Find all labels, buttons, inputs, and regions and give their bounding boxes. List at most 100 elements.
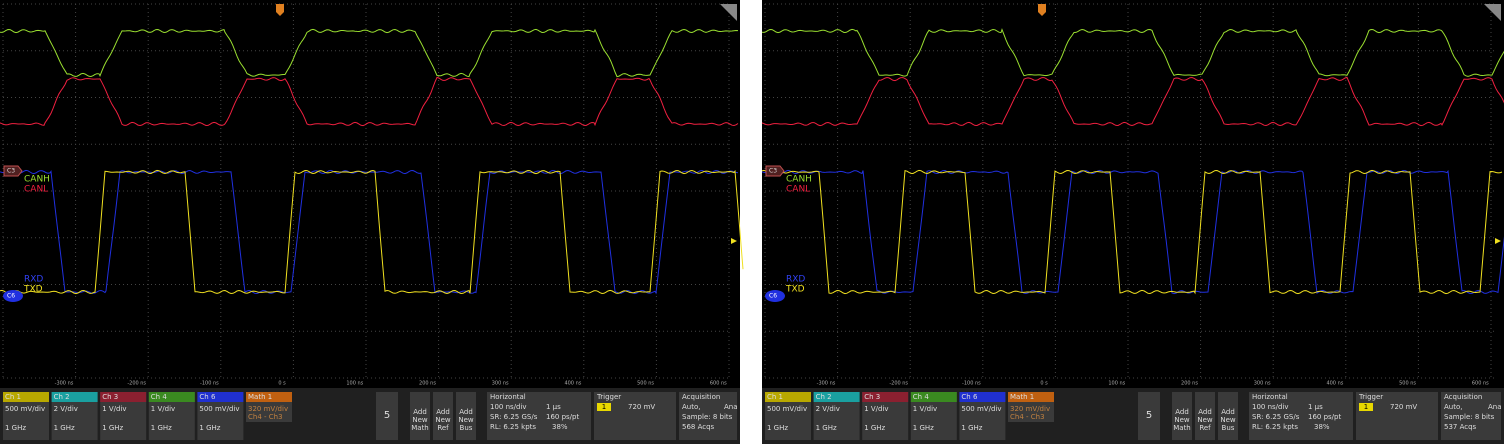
- add-button-label: New: [1174, 416, 1190, 424]
- trigger-source: 1: [602, 403, 606, 411]
- h-res: 160 ps/pt: [1308, 413, 1341, 421]
- trigger-box[interactable]: [1356, 392, 1438, 440]
- add-button-label: Add: [1175, 408, 1189, 416]
- channel-bandwidth: 1 GHz: [961, 424, 982, 432]
- x-axis-label: 500 ns: [637, 381, 654, 387]
- x-axis-label: 0 s: [1040, 381, 1048, 387]
- channel-header: [862, 392, 909, 402]
- channel-scale: 2 V/div: [816, 405, 840, 413]
- acquisition-box[interactable]: [1441, 392, 1501, 440]
- x-axis-label: -100 ns: [200, 381, 219, 387]
- channel-bandwidth: 1 GHz: [5, 424, 26, 432]
- x-axis-label: 600 ns: [1472, 381, 1489, 387]
- channel-bandwidth: 1 GHz: [54, 424, 75, 432]
- canl-trace: [761, 76, 1504, 127]
- canh-trace: [761, 28, 1504, 77]
- add-button-label: New: [412, 416, 428, 424]
- x-axis-label: 100 ns: [346, 381, 363, 387]
- horizontal-box[interactable]: [487, 392, 591, 440]
- acq-mode2: Ana: [724, 403, 738, 411]
- count-box[interactable]: [376, 392, 398, 440]
- trigger-level-arrow: [1495, 238, 1501, 244]
- acq-count: 537 Acqs: [1444, 423, 1477, 431]
- channel-header: [148, 392, 195, 402]
- trigger-source-badge: [597, 403, 611, 411]
- acq-title: Acquisition: [1444, 393, 1482, 401]
- math-header: [1008, 392, 1054, 402]
- math-expr: Ch4 - Ch3: [248, 413, 283, 421]
- channel-name: Ch 4: [151, 393, 168, 401]
- channel-name: Ch 1: [5, 393, 21, 401]
- channel-bandwidth: 1 GHz: [864, 424, 885, 432]
- x-axis-label: -300 ns: [817, 381, 836, 387]
- x-axis-label: 200 ns: [419, 381, 436, 387]
- corner-tab: [720, 4, 737, 21]
- add-button-label: Add: [1198, 408, 1212, 416]
- x-axis-label: 0 s: [278, 381, 286, 387]
- x-axis-label: -300 ns: [55, 381, 74, 387]
- add-button[interactable]: [456, 392, 476, 440]
- add-button-label: Add: [413, 408, 427, 416]
- trigger-box[interactable]: [594, 392, 676, 440]
- channel-header: [51, 392, 98, 402]
- horizontal-title: Horizontal: [1252, 393, 1288, 401]
- channel-name: Ch 3: [864, 393, 880, 401]
- x-axis-label: 100 ns: [1108, 381, 1125, 387]
- canh-label: CANH: [24, 175, 50, 185]
- math-scale: 320 mV/div: [1010, 405, 1050, 413]
- channel-name: Ch 2: [54, 393, 70, 401]
- trigger-source: 1: [1364, 403, 1368, 411]
- add-button-label: New: [435, 416, 451, 424]
- add-button[interactable]: [1172, 392, 1192, 440]
- channel-scale: 500 mV/div: [5, 405, 45, 413]
- rxd-label: RXD: [786, 275, 805, 285]
- horizontal-box[interactable]: [1249, 392, 1353, 440]
- add-button[interactable]: [1218, 392, 1238, 440]
- channel-scale: 500 mV/div: [199, 405, 239, 413]
- add-button-label: Bus: [1222, 424, 1235, 432]
- c6-marker: [3, 290, 23, 302]
- add-button[interactable]: [410, 392, 430, 440]
- x-axis-label: -200 ns: [127, 381, 146, 387]
- h-length: 1 µs: [1308, 403, 1323, 411]
- math-header: [246, 392, 292, 402]
- c3-marker: [3, 165, 23, 177]
- h-res: 160 ps/pt: [546, 413, 579, 421]
- canh-trace: [0, 28, 739, 78]
- channel-bandwidth: 1 GHz: [816, 424, 837, 432]
- trigger-title: Trigger: [1358, 393, 1383, 401]
- acquisition-box[interactable]: [679, 392, 737, 440]
- h-sr: SR: 6.25 GS/s: [490, 413, 538, 421]
- add-button-label: Ref: [437, 424, 449, 432]
- trigger-marker: [1038, 4, 1046, 16]
- channel-scale: 2 V/div: [54, 405, 78, 413]
- x-axis-label: 500 ns: [1399, 381, 1416, 387]
- h-scale: 100 ns/div: [490, 403, 527, 411]
- h-pos: 38%: [552, 423, 568, 431]
- canl-label: CANL: [786, 185, 810, 195]
- acq-sample: Sample: 8 bits: [682, 413, 733, 421]
- h-rl: RL: 6.25 kpts: [490, 423, 536, 431]
- channel-name: Ch 2: [816, 393, 832, 401]
- trigger-level: 720 mV: [1390, 403, 1417, 411]
- x-axis-label: -200 ns: [889, 381, 908, 387]
- h-scale: 100 ns/div: [1252, 403, 1289, 411]
- x-axis-label: 200 ns: [1181, 381, 1198, 387]
- channel-name: Ch 3: [102, 393, 118, 401]
- add-button[interactable]: [433, 392, 453, 440]
- channel-header: [959, 392, 1006, 402]
- add-button[interactable]: [1195, 392, 1215, 440]
- horizontal-title: Horizontal: [490, 393, 526, 401]
- count: 5: [384, 410, 390, 421]
- channel-header: [3, 392, 49, 402]
- x-axis-label: 300 ns: [492, 381, 509, 387]
- h-sr: SR: 6.25 GS/s: [1252, 413, 1300, 421]
- acq-mode: Auto,: [682, 403, 700, 411]
- add-button-label: Math: [411, 424, 429, 432]
- channel-scale: 1 V/div: [102, 405, 126, 413]
- x-axis-label: 400 ns: [564, 381, 581, 387]
- count-box[interactable]: [1138, 392, 1160, 440]
- trigger-title: Trigger: [596, 393, 621, 401]
- c6-label: C6: [769, 293, 777, 300]
- c3-label: C3: [769, 168, 777, 175]
